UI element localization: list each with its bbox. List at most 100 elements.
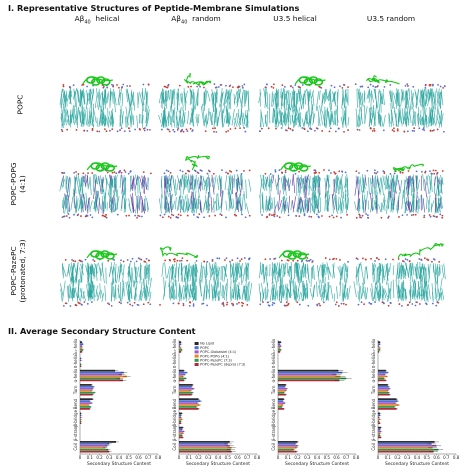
lipid-tail <box>213 93 215 112</box>
lipid-headgroup <box>118 301 121 304</box>
lipid-tail <box>128 266 131 278</box>
lipid-headgroup <box>347 129 349 131</box>
x-axis-label: Secondary Structure Content <box>87 461 151 467</box>
lipid-headgroup <box>242 302 245 305</box>
lipid-tail <box>346 266 349 284</box>
lipid-tail <box>399 179 403 194</box>
lipid-tail <box>109 195 113 209</box>
lipid-headgroup <box>382 129 385 132</box>
lipid-tail <box>317 264 321 277</box>
lipid-tail <box>413 290 416 301</box>
lipid-tail <box>404 202 407 214</box>
lipid-headgroup <box>197 172 200 174</box>
lipid-headgroup <box>406 258 409 261</box>
lipid-headgroup <box>430 172 433 175</box>
lipid-headgroup <box>364 258 367 261</box>
lipid-tail <box>240 179 243 196</box>
lipid-tail <box>354 201 357 211</box>
lipid-tail <box>222 115 226 127</box>
lipid-headgroup <box>215 131 218 133</box>
lipid-tail <box>132 177 135 192</box>
column-header-main: Aβ <box>171 14 182 23</box>
lipid-headgroup <box>126 259 129 261</box>
lipid-headgroup <box>124 171 127 173</box>
lipid-tail <box>184 175 188 186</box>
lipid-headgroup <box>186 214 189 217</box>
y-category-label: π-helix <box>371 354 376 368</box>
bar <box>80 349 83 351</box>
lipid-headgroup <box>182 304 185 307</box>
lipid-tail <box>378 262 382 273</box>
lipid-tail <box>377 265 381 280</box>
x-tick-label: 0.5 <box>324 455 331 460</box>
lipid-tail <box>212 267 217 286</box>
lipid-tail <box>95 174 98 184</box>
lipid-tail <box>326 174 330 189</box>
lipid-headgroup <box>389 302 392 305</box>
lipid-headgroup <box>72 84 75 87</box>
lipid-tail <box>209 263 212 281</box>
lipid-tail <box>81 262 83 283</box>
lipid-tail <box>436 174 440 193</box>
lipid-headgroup <box>135 260 138 263</box>
lipid-headgroup <box>111 83 113 86</box>
bar <box>80 391 95 394</box>
lipid-tail <box>358 116 361 128</box>
lipid-tail <box>167 177 171 189</box>
lipid-headgroup <box>86 129 89 132</box>
lipid-headgroup <box>291 129 294 132</box>
lipid-tail <box>321 264 325 276</box>
lipid-tail <box>95 191 99 209</box>
lipid-tail <box>387 282 390 298</box>
lipid-tail <box>363 177 365 194</box>
lipid-headgroup <box>229 260 231 263</box>
lipid-tail <box>175 262 178 278</box>
lipid-headgroup <box>298 303 301 306</box>
lipid-headgroup <box>89 214 92 216</box>
lipid-headgroup <box>306 130 309 133</box>
lipid-headgroup <box>101 214 104 217</box>
x-tick-label: 0.4 <box>116 455 123 460</box>
bar <box>179 349 182 351</box>
lipid-tail <box>288 195 291 213</box>
x-tick-label: 0.2 <box>96 455 103 460</box>
bar <box>278 444 298 447</box>
lipid-tail <box>431 88 434 109</box>
lipid-headgroup <box>170 213 173 216</box>
lipid-tail <box>376 284 381 302</box>
membrane-image <box>159 246 253 307</box>
lipid-tail <box>211 174 215 195</box>
lipid-tail <box>390 200 394 210</box>
lipid-tail <box>213 175 217 192</box>
lipid-tail <box>356 266 358 286</box>
lipid-tail <box>62 280 66 301</box>
lipid-headgroup <box>358 129 361 131</box>
lipid-tail <box>69 88 73 98</box>
lipid-tail <box>137 176 141 195</box>
lipid-headgroup <box>331 214 333 217</box>
lipid-tail <box>321 93 323 112</box>
lipid-tail <box>101 109 106 126</box>
lipid-headgroup <box>432 169 435 172</box>
lipid-tail <box>409 262 412 281</box>
lipid-tail <box>405 262 410 279</box>
lipid-headgroup <box>91 172 94 174</box>
lipid-tail <box>125 88 128 103</box>
lipid-headgroup <box>239 127 241 130</box>
lipid-tail <box>430 200 435 211</box>
lipid-tail <box>182 116 185 127</box>
lipid-tail <box>364 266 366 285</box>
lipid-tail <box>139 93 144 107</box>
lipid-tail <box>81 106 83 125</box>
lipid-headgroup <box>196 85 199 88</box>
lipid-tail <box>237 175 241 186</box>
lipid-headgroup <box>74 260 77 263</box>
lipid-tail <box>65 175 68 193</box>
lipid-tail <box>427 194 431 213</box>
lipid-tail <box>410 177 413 196</box>
lipid-tail <box>405 291 407 301</box>
membrane-image <box>258 250 351 307</box>
bar <box>179 375 183 378</box>
bar <box>80 400 90 402</box>
lipid-headgroup <box>111 171 114 174</box>
